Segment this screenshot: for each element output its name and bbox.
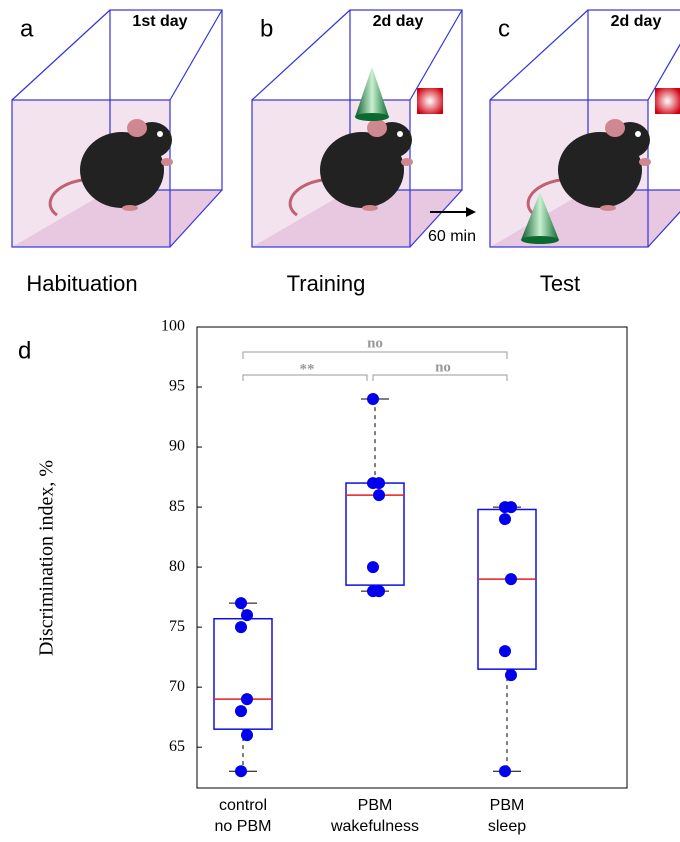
data-point [367, 393, 379, 405]
caption: Training [287, 271, 366, 296]
x-tick-label: PBM [358, 797, 393, 814]
data-point [367, 561, 379, 573]
data-point [499, 513, 511, 525]
day-label: 2d day [611, 13, 662, 30]
data-point [367, 477, 379, 489]
significance-label: ** [300, 361, 315, 377]
x-tick-label: wakefulness [330, 818, 419, 835]
panel-label: b [260, 15, 273, 42]
y-tick-label: 100 [161, 318, 185, 335]
y-tick-label: 80 [169, 558, 185, 575]
data-point [505, 573, 517, 585]
panel-label: c [498, 15, 510, 42]
y-tick-label: 75 [169, 618, 185, 635]
figure: 60 min a 1st day Habituation b 2d day Tr… [0, 0, 680, 842]
significance-brackets [243, 352, 507, 381]
y-tick-label: 95 [169, 378, 185, 395]
panel-a [12, 10, 222, 247]
data-point [505, 501, 517, 513]
x-tick-label: sleep [488, 818, 526, 835]
y-axis-label: Discrimination index, % [36, 460, 58, 656]
significance-label: no [435, 359, 451, 375]
panel-c [490, 10, 680, 247]
data-point [235, 765, 247, 777]
x-tick-label: control [219, 797, 267, 814]
data-point [373, 489, 385, 501]
data-point [241, 609, 253, 621]
caption: Habituation [26, 271, 137, 296]
y-tick-label: 85 [169, 498, 185, 515]
data-point [235, 621, 247, 633]
data-point [367, 585, 379, 597]
box [478, 509, 536, 669]
day-label: 1st day [132, 13, 187, 30]
x-tick-label: no PBM [215, 818, 272, 835]
y-tick-label: 65 [169, 738, 185, 755]
data-point [499, 765, 511, 777]
data-point [235, 705, 247, 717]
data-point [241, 693, 253, 705]
data-point [235, 597, 247, 609]
data-point [505, 669, 517, 681]
significance-label: no [367, 335, 383, 351]
plot-frame [197, 327, 627, 788]
y-tick-label: 90 [169, 438, 185, 455]
data-point [241, 729, 253, 741]
caption: Test [540, 271, 580, 296]
day-label: 2d day [373, 13, 424, 30]
arrow-label: 60 min [428, 228, 476, 245]
data-point [499, 645, 511, 657]
arrowhead [466, 207, 476, 217]
panel-label: d [18, 337, 31, 364]
x-tick-label: PBM [490, 797, 525, 814]
y-tick-label: 70 [169, 678, 185, 695]
panel-label: a [20, 15, 34, 42]
